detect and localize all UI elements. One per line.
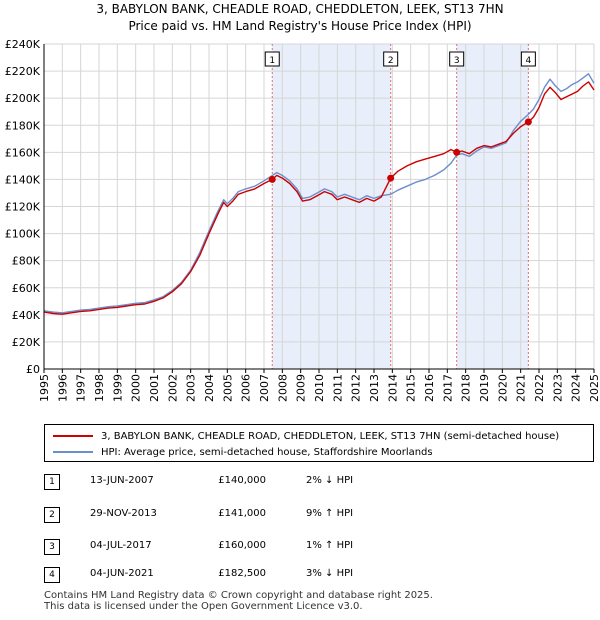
x-tick-label: 2014	[386, 374, 399, 402]
legend-swatch-hpi	[53, 451, 93, 453]
x-tick-label: 2003	[185, 374, 198, 402]
sale-point	[387, 174, 395, 182]
x-tick-label: 1997	[75, 374, 88, 402]
chart-legend: 3, BABYLON BANK, CHEADLE ROAD, CHEDDLETO…	[44, 424, 594, 462]
x-tick-label: 2020	[496, 374, 509, 402]
x-tick-label: 1995	[38, 374, 51, 402]
transaction-hpi-diff: 3% ↓ HPI	[306, 568, 354, 579]
footer-line-licence: This data is licensed under the Open Gov…	[44, 601, 363, 612]
x-tick-label: 2011	[331, 374, 344, 402]
x-tick-label: 2004	[203, 374, 216, 402]
sale-number-label: 1	[269, 56, 275, 66]
x-tick-label: 2009	[295, 374, 308, 402]
transaction-hpi-diff: 9% ↑ HPI	[306, 508, 354, 519]
chart-subtitle: Price paid vs. HM Land Registry's House …	[128, 19, 471, 33]
x-tick-label: 2008	[276, 374, 289, 402]
price-chart: 3, BABYLON BANK, CHEADLE ROAD, CHEDDLETO…	[5, 2, 600, 402]
transaction-hpi-diff: 1% ↑ HPI	[306, 540, 354, 551]
x-tick-label: 2007	[258, 374, 271, 402]
x-tick-label: 2022	[533, 374, 546, 402]
transaction-date: 13-JUN-2007	[90, 475, 154, 486]
legend-label-property: 3, BABYLON BANK, CHEADLE ROAD, CHEDDLETO…	[101, 430, 560, 442]
x-tick-label: 2018	[460, 374, 473, 402]
transaction-price: £140,000	[218, 475, 266, 486]
legend-item-property: 3, BABYLON BANK, CHEADLE ROAD, CHEDDLETO…	[53, 428, 559, 444]
x-tick-label: 2002	[166, 374, 179, 402]
footer-attribution: Contains HM Land Registry data © Crown c…	[44, 590, 433, 612]
sale-number-box	[520, 51, 536, 67]
footer-line-copyright: Contains HM Land Registry data © Crown c…	[44, 590, 433, 601]
hpi-series-line	[43, 73, 595, 314]
transaction-price: £182,500	[218, 568, 266, 579]
x-tick-label: 1996	[56, 374, 69, 402]
x-tick-label: 2012	[350, 374, 363, 402]
x-tick-label: 2001	[148, 374, 161, 402]
y-tick-label: £180K	[5, 119, 41, 132]
x-tick-label: 2017	[441, 374, 454, 402]
x-tick-label: 2025	[588, 374, 600, 402]
transaction-price: £160,000	[218, 540, 266, 551]
legend-item-hpi: HPI: Average price, semi-detached house,…	[53, 444, 433, 460]
x-tick-label: 2021	[515, 374, 528, 402]
y-tick-label: £20K	[12, 336, 41, 349]
x-tick-label: 2015	[405, 374, 418, 402]
x-tick-label: 2006	[240, 374, 253, 402]
transaction-row: 2 29-NOV-2013 £141,000 9% ↑ HPI	[44, 507, 464, 523]
transaction-row: 1 13-JUN-2007 £140,000 2% ↓ HPI	[44, 474, 464, 490]
transaction-date: 04-JUN-2021	[90, 568, 154, 579]
y-tick-label: £40K	[12, 309, 41, 322]
x-tick-label: 1998	[93, 374, 106, 402]
sale-number-label: 3	[454, 56, 460, 66]
chart-title: 3, BABYLON BANK, CHEADLE ROAD, CHEDDLETO…	[96, 2, 503, 16]
y-tick-label: £120K	[5, 201, 41, 214]
x-tick-label: 2019	[478, 374, 491, 402]
transaction-number-badge: 1	[44, 474, 60, 490]
transaction-date: 29-NOV-2013	[90, 508, 157, 519]
y-tick-label: £100K	[5, 228, 41, 241]
x-tick-label: 2023	[551, 374, 564, 402]
transaction-number-badge: 3	[44, 539, 60, 555]
sale-point	[453, 148, 461, 156]
y-tick-label: £220K	[5, 65, 41, 78]
x-tick-label: 2000	[130, 374, 143, 402]
y-tick-label: £140K	[5, 173, 41, 186]
sale-number-box	[264, 51, 280, 67]
sale-number-label: 4	[525, 56, 531, 66]
sale-point	[268, 175, 276, 183]
y-tick-label: £80K	[12, 255, 41, 268]
legend-label-hpi: HPI: Average price, semi-detached house,…	[101, 446, 433, 458]
sale-number-label: 2	[388, 56, 394, 66]
sale-number-box	[383, 51, 399, 67]
x-tick-label: 2013	[368, 374, 381, 402]
y-tick-label: £160K	[5, 146, 41, 159]
transaction-number-badge: 2	[44, 507, 60, 523]
y-tick-label: £60K	[12, 282, 41, 295]
x-tick-label: 1999	[111, 374, 124, 402]
x-tick-label: 2010	[313, 374, 326, 402]
transaction-number-badge: 4	[44, 567, 60, 583]
y-tick-label: £240K	[5, 38, 41, 51]
transaction-price: £141,000	[218, 508, 266, 519]
transaction-date: 04-JUL-2017	[90, 540, 152, 551]
y-tick-label: £0	[26, 363, 40, 376]
y-tick-label: £200K	[5, 92, 41, 105]
x-tick-label: 2024	[570, 374, 583, 402]
transaction-row: 4 04-JUN-2021 £182,500 3% ↓ HPI	[44, 567, 464, 583]
sale-point	[524, 118, 532, 126]
x-tick-label: 2005	[221, 374, 234, 402]
transaction-row: 3 04-JUL-2017 £160,000 1% ↑ HPI	[44, 539, 464, 555]
transaction-hpi-diff: 2% ↓ HPI	[306, 475, 354, 486]
x-tick-label: 2016	[423, 374, 436, 402]
legend-swatch-property	[53, 435, 93, 437]
sale-number-box	[449, 51, 465, 67]
